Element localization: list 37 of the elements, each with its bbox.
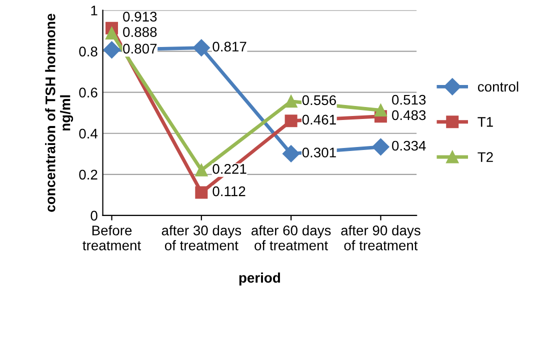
- y-axis-title: concentraion of TSH hormone ng/ml: [45, 14, 74, 212]
- x-tick-label: after 90 days of treatment: [341, 225, 420, 250]
- y-tick-label: 0.2: [79, 170, 98, 180]
- data-label: 0.221: [212, 164, 246, 174]
- point: [195, 186, 208, 199]
- data-label: 0.112: [212, 186, 246, 196]
- y-tick-label: 0.4: [79, 128, 98, 139]
- y-tick-label: 0.8: [79, 46, 98, 56]
- y-tick-label: 1: [91, 6, 98, 16]
- y-tick-label: 0: [90, 210, 98, 221]
- data-label: 0.913: [123, 12, 157, 22]
- data-label: 0.334: [392, 140, 426, 151]
- data-label: 0.817: [212, 42, 246, 52]
- point: [106, 26, 118, 40]
- point: [103, 41, 120, 58]
- point: [372, 138, 390, 156]
- x-tick-label: after 60 days of treatment: [252, 225, 331, 250]
- x-tick-label: Before treatment: [82, 225, 141, 250]
- x-axis-title: period: [239, 272, 280, 286]
- data-label: 0.888: [123, 27, 157, 37]
- point: [284, 95, 298, 108]
- x-tick-label: after 30 days of treatment: [162, 225, 242, 250]
- data-label: 0.301: [302, 148, 336, 158]
- point: [195, 164, 208, 176]
- point: [282, 145, 300, 162]
- data-label: 0.513: [392, 94, 426, 105]
- legend-label: T1: [478, 117, 493, 127]
- data-label: 0.556: [302, 95, 336, 106]
- data-label: 0.807: [123, 44, 157, 54]
- point: [284, 114, 298, 128]
- point: [374, 104, 387, 116]
- legend-label: T2: [478, 152, 493, 162]
- point: [192, 39, 210, 56]
- y-tick-label: 0.6: [79, 88, 98, 98]
- legend-label: control: [478, 81, 518, 92]
- data-label: 0.483: [392, 110, 426, 120]
- data-label: 0.461: [302, 114, 336, 125]
